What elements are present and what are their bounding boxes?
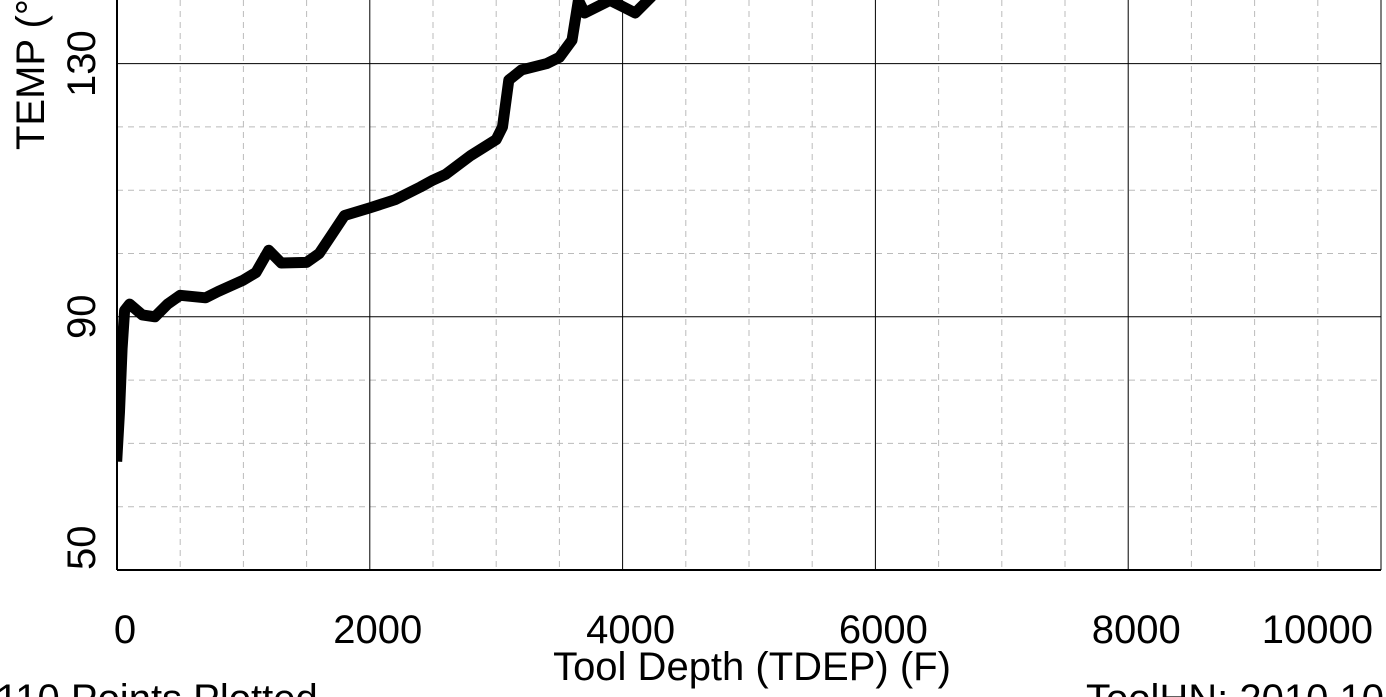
x-tick-label: 2000 bbox=[333, 608, 422, 652]
y-tick-label: 50 bbox=[60, 526, 104, 571]
x-tick-label: 6000 bbox=[839, 608, 928, 652]
x-axis-label: Tool Depth (TDEP) (F) bbox=[553, 645, 951, 689]
x-tick-label: 4000 bbox=[586, 608, 675, 652]
data-line bbox=[117, 0, 656, 462]
grid bbox=[116, 0, 1382, 571]
x-tick-label: 8000 bbox=[1092, 608, 1181, 652]
y-tick-label: 90 bbox=[60, 295, 104, 340]
points-note: 110 Points Plotted bbox=[0, 677, 318, 697]
plot-area bbox=[117, 0, 656, 462]
tool-note: ToolHN: 2010.10 bbox=[1086, 677, 1384, 697]
x-tick-label: 0 bbox=[114, 608, 136, 652]
y-axis-label: TEMP (°F) bbox=[9, 0, 53, 150]
y-tick-label: 130 bbox=[60, 30, 104, 97]
x-tick-label: 10000 bbox=[1262, 608, 1373, 652]
